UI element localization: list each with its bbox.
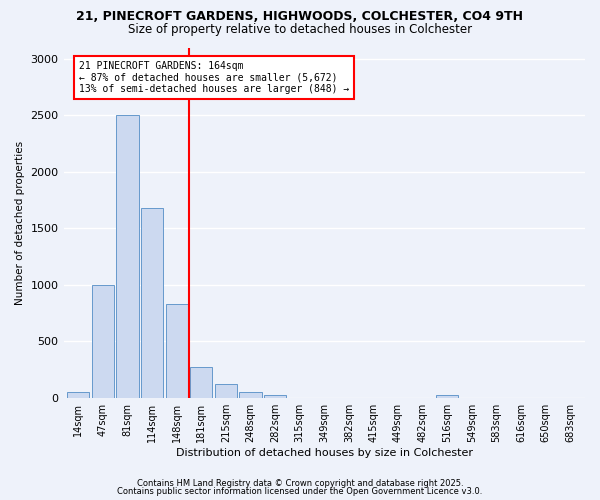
Text: Size of property relative to detached houses in Colchester: Size of property relative to detached ho… [128, 22, 472, 36]
Text: Contains HM Land Registry data © Crown copyright and database right 2025.: Contains HM Land Registry data © Crown c… [137, 478, 463, 488]
Bar [141, 208, 163, 398]
Bar [166, 304, 188, 398]
Y-axis label: Number of detached properties: Number of detached properties [15, 140, 25, 304]
Bar [264, 395, 286, 398]
Bar [92, 284, 114, 398]
Bar [436, 396, 458, 398]
Text: Contains public sector information licensed under the Open Government Licence v3: Contains public sector information licen… [118, 487, 482, 496]
Bar [215, 384, 237, 398]
Bar [239, 392, 262, 398]
Bar [116, 116, 139, 398]
Text: 21 PINECROFT GARDENS: 164sqm
← 87% of detached houses are smaller (5,672)
13% of: 21 PINECROFT GARDENS: 164sqm ← 87% of de… [79, 61, 349, 94]
Text: 21, PINECROFT GARDENS, HIGHWOODS, COLCHESTER, CO4 9TH: 21, PINECROFT GARDENS, HIGHWOODS, COLCHE… [77, 10, 523, 23]
Bar [190, 367, 212, 398]
Bar [67, 392, 89, 398]
X-axis label: Distribution of detached houses by size in Colchester: Distribution of detached houses by size … [176, 448, 473, 458]
